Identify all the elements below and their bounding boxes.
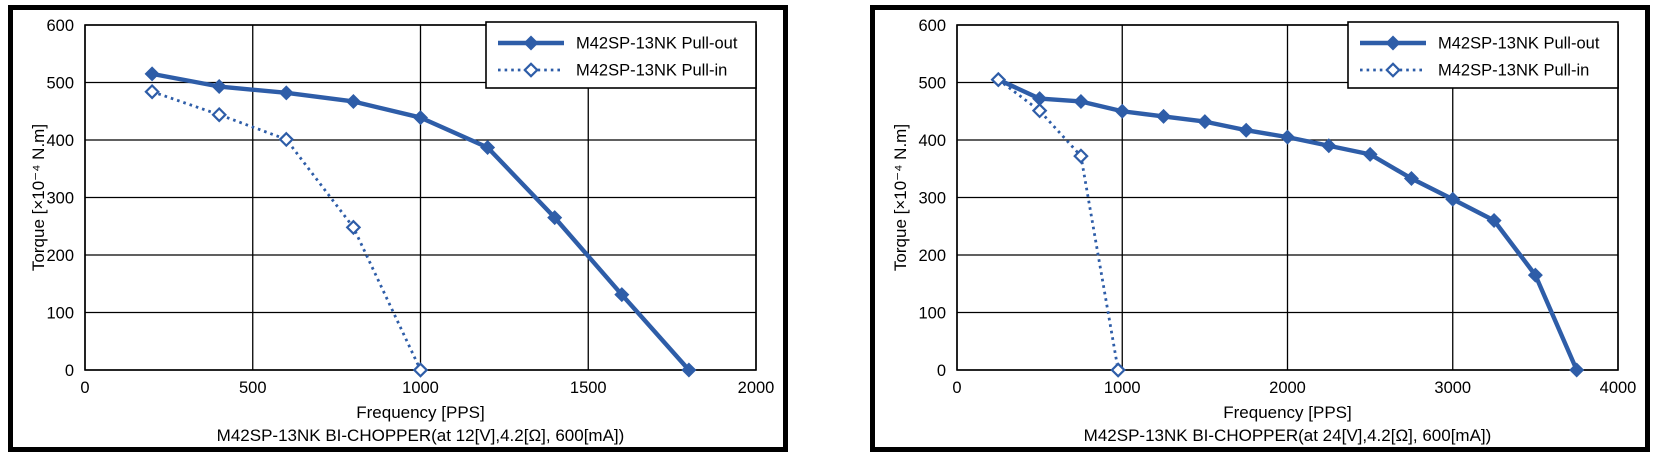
- y-tick-label: 400: [918, 132, 946, 150]
- x-tick-label: 2000: [1269, 379, 1306, 397]
- legend-open-diamond-icon: [1385, 62, 1401, 78]
- pull-out-point-marker: [1403, 171, 1419, 187]
- pull-out-point-marker: [681, 362, 697, 378]
- pull-out-point-marker: [1238, 122, 1254, 138]
- legend-filled-diamond-icon: [523, 35, 539, 51]
- torque-chart-12v: 0 100 200 300 400 500 600 0 500 1000 1500 2000 Frequ…: [8, 5, 788, 452]
- legend-item: M42SP-13NK Pull-out: [498, 35, 738, 53]
- pull-out-point-marker: [1073, 93, 1089, 109]
- y-tick-label: 600: [46, 17, 74, 35]
- pull-out-point-marker: [1197, 114, 1213, 130]
- pull-out-point-marker: [614, 287, 630, 303]
- y-tick-label: 0: [65, 362, 74, 380]
- y-tick-label: 300: [918, 190, 946, 208]
- pull-in-point-marker: [144, 83, 160, 100]
- pull-out-point-marker: [1114, 103, 1130, 119]
- x-tick-label: 3000: [1434, 379, 1471, 397]
- pull-out-point-marker: [211, 79, 227, 95]
- pull-in-point-marker: [211, 106, 227, 123]
- x-tick-label: 0: [952, 379, 961, 397]
- pull-in-point-marker: [990, 71, 1007, 88]
- chart-caption: M42SP-13NK BI-CHOPPER(at 12[V],4.2[Ω], 6…: [217, 426, 625, 445]
- torque-chart-24v: 0 100 200 300 400 500 600 0 1000 2000 3000 4000 Freq…: [870, 5, 1650, 452]
- pull-out-point-marker: [1280, 129, 1295, 145]
- pull-out-point-marker: [1445, 191, 1461, 207]
- pull-out-point-marker: [1156, 108, 1172, 124]
- x-tick-label: 2000: [738, 379, 775, 397]
- pull-out-point-marker: [547, 210, 563, 226]
- y-axis-title: Torque [×10⁻⁴ N.m]: [891, 124, 910, 271]
- pull-in-point-marker: [1031, 102, 1048, 119]
- chart-panel-12v: 0 100 200 300 400 500 600 0 500 1000 1500 2000 Frequ…: [8, 5, 788, 452]
- chart-caption: M42SP-13NK BI-CHOPPER(at 24[V],4.2[Ω], 6…: [1084, 426, 1492, 445]
- pull-out-point-marker: [1569, 362, 1585, 378]
- legend-label: M42SP-13NK Pull-out: [576, 35, 738, 53]
- pull-in-point-marker: [345, 219, 362, 236]
- y-tick-label: 100: [918, 305, 946, 323]
- pull-out-point-marker: [1321, 138, 1337, 154]
- legend-filled-diamond-icon: [1385, 35, 1401, 51]
- y-tick-label: 200: [46, 247, 74, 265]
- pull-out-point-marker: [1527, 267, 1543, 283]
- panel-border: [870, 5, 1650, 452]
- legend-label: M42SP-13NK Pull-in: [1438, 62, 1589, 80]
- legend-item: M42SP-13NK Pull-out: [1360, 35, 1600, 53]
- pull-in-point-marker: [1110, 362, 1126, 378]
- pull-out-point-marker: [1362, 146, 1378, 162]
- y-tick-label: 200: [918, 247, 946, 265]
- pull-in-point-marker: [412, 362, 429, 378]
- panel-border: [8, 5, 788, 452]
- y-tick-label: 500: [46, 75, 74, 93]
- pull-out-point-marker: [144, 66, 160, 82]
- legend-label: M42SP-13NK Pull-out: [1438, 35, 1600, 53]
- legend-open-diamond-icon: [523, 62, 539, 78]
- y-tick-label: 300: [46, 190, 74, 208]
- legend-item: M42SP-13NK Pull-in: [1360, 62, 1589, 80]
- plot-border: [956, 24, 1619, 371]
- x-tick-label: 1500: [570, 379, 607, 397]
- x-axis-title: Frequency [PPS]: [356, 403, 485, 422]
- x-tick-label: 1000: [402, 379, 439, 397]
- pull-in-point-marker: [278, 131, 295, 148]
- legend: M42SP-13NK Pull-out M42SP-13NK Pull-in: [1347, 21, 1619, 89]
- x-tick-label: 500: [239, 379, 267, 397]
- y-tick-label: 0: [937, 362, 946, 380]
- x-tick-label: 4000: [1600, 379, 1637, 397]
- y-tick-label: 600: [918, 17, 946, 35]
- y-tick-label: 500: [918, 75, 946, 93]
- pull-out-point-marker: [345, 93, 361, 109]
- legend-item: M42SP-13NK Pull-in: [498, 62, 727, 80]
- legend: M42SP-13NK Pull-out M42SP-13NK Pull-in: [485, 21, 757, 89]
- pull-out-point-marker: [413, 110, 428, 126]
- y-tick-label: 400: [46, 132, 74, 150]
- pull-out-point-marker: [1032, 91, 1048, 107]
- pull-out-point-marker: [1486, 213, 1502, 228]
- pull-in-point-marker: [1073, 148, 1089, 164]
- y-tick-label: 100: [46, 305, 74, 323]
- y-axis-title: Torque [×10⁻⁴ N.m]: [29, 124, 48, 271]
- legend-label: M42SP-13NK Pull-in: [576, 62, 727, 80]
- chart-panel-24v: 0 100 200 300 400 500 600 0 1000 2000 3000 4000 Freq…: [870, 5, 1650, 452]
- pull-in-line: [151, 90, 422, 371]
- pull-in-line: [997, 78, 1120, 371]
- x-tick-label: 1000: [1104, 379, 1141, 397]
- pull-out-point-marker: [278, 85, 294, 101]
- pull-out-point-marker: [480, 139, 496, 155]
- x-axis-title: Frequency [PPS]: [1223, 403, 1352, 422]
- x-tick-label: 0: [80, 379, 89, 397]
